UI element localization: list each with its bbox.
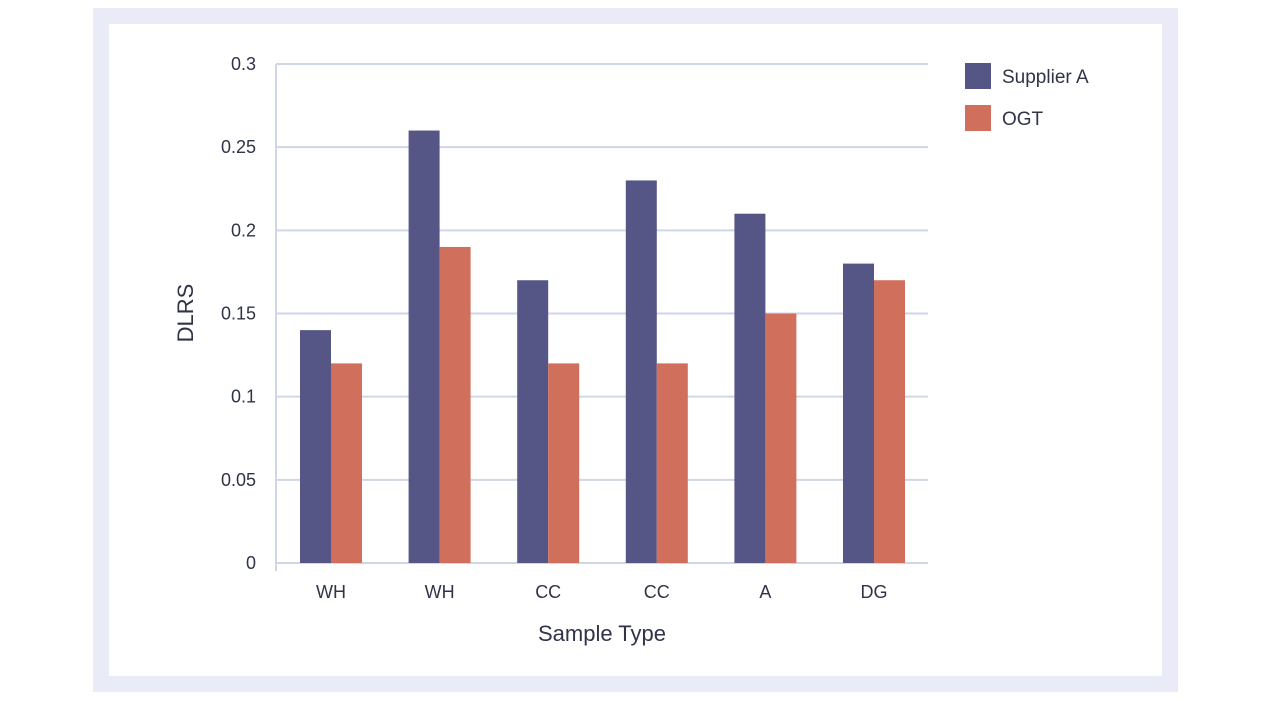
bar-ogt: [874, 280, 905, 563]
x-tick-label: A: [759, 582, 771, 602]
bar-ogt: [656, 363, 688, 563]
bars: [300, 130, 905, 564]
y-tick-label: 0.25: [221, 137, 256, 157]
y-tick-label: 0.3: [231, 54, 256, 74]
legend-label: OGT: [1002, 109, 1044, 130]
x-tick-label: WH: [316, 582, 346, 602]
x-tick-label: CC: [535, 582, 561, 602]
x-tick-label: CC: [644, 582, 670, 602]
bar-supplier-a: [517, 280, 549, 563]
bar-ogt: [331, 363, 362, 563]
bar-ogt: [548, 363, 580, 563]
bar-supplier-a: [300, 330, 331, 563]
x-tick-label: DG: [861, 582, 888, 602]
bar-ogt: [765, 313, 797, 563]
legend-label: Supplier A: [1002, 67, 1089, 88]
bar-supplier-a: [408, 130, 440, 564]
y-tick-label: 0.15: [221, 304, 256, 324]
grid-lines: [276, 63, 928, 564]
y-tick-label: 0: [246, 553, 256, 573]
y-tick-labels: 0 0.05 0.1 0.15 0.2 0.25 0.3: [221, 54, 256, 573]
bar-ogt: [439, 246, 471, 563]
y-tick-label: 0.05: [221, 470, 256, 490]
legend-swatch: [965, 105, 991, 131]
x-tick-labels: WH WH CC CC A DG: [316, 582, 888, 602]
bar-supplier-a: [734, 213, 766, 563]
y-axis-title: DLRS: [173, 284, 198, 343]
x-axis-title: Sample Type: [538, 621, 666, 646]
x-tick-label: WH: [425, 582, 455, 602]
bar-supplier-a: [843, 263, 874, 563]
legend-swatch: [965, 63, 991, 89]
bar-supplier-a: [625, 180, 657, 563]
y-tick-label: 0.2: [231, 220, 256, 240]
legend: Supplier A OGT: [965, 63, 1089, 131]
y-tick-label: 0.1: [231, 387, 256, 407]
